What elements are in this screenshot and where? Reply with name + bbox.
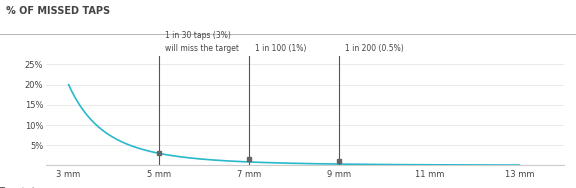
Text: 1 in 30 taps (3%)
will miss the target: 1 in 30 taps (3%) will miss the target: [165, 31, 238, 53]
Text: 1 in 200 (0.5%): 1 in 200 (0.5%): [345, 44, 404, 53]
Text: 1 in 100 (1%): 1 in 100 (1%): [255, 44, 306, 53]
Text: % OF MISSED TAPS: % OF MISSED TAPS: [6, 6, 110, 16]
Text: Target size: Target size: [0, 187, 44, 188]
